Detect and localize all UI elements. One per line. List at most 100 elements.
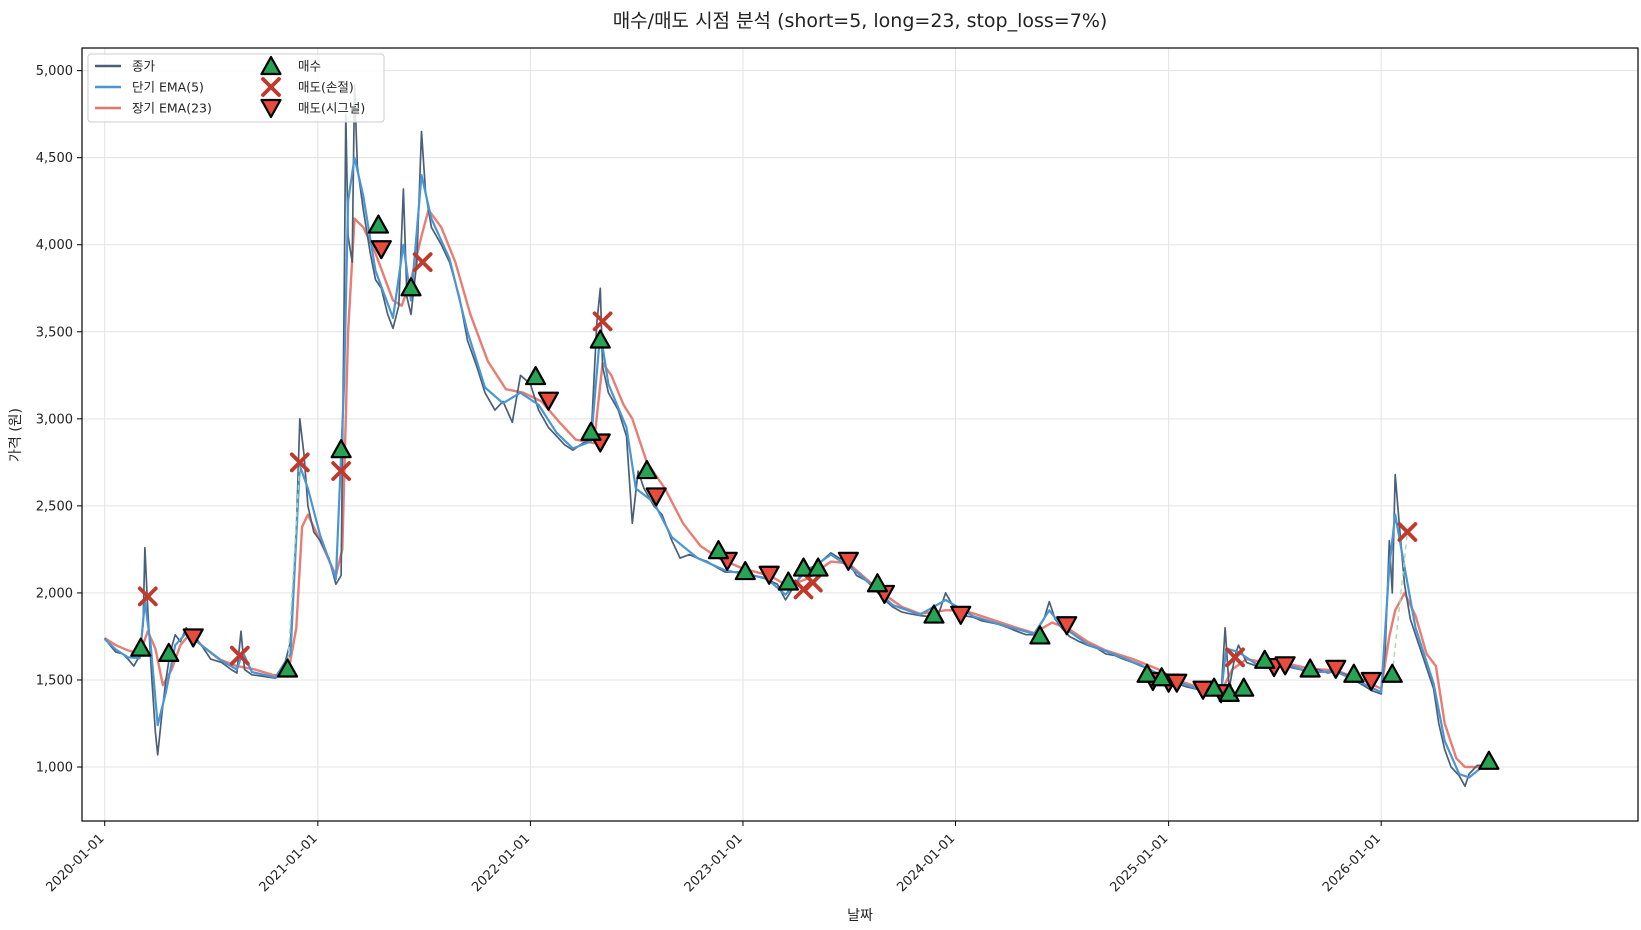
sell-stop-stroke bbox=[412, 252, 433, 273]
legend-item: 매수 bbox=[260, 55, 321, 76]
buy-marker bbox=[330, 439, 352, 459]
buy-marker bbox=[1136, 663, 1158, 683]
sell-signal-marker bbox=[1360, 671, 1382, 692]
buy-marker bbox=[792, 557, 815, 577]
grid bbox=[82, 48, 1638, 821]
y-axis: 1,000 1,500 2,000 2,500 3,000 3,500 4,000 4,500… bbox=[36, 64, 82, 776]
legend-swatch bbox=[260, 55, 282, 76]
buy-marker bbox=[1254, 649, 1276, 669]
sell-stop-stroke bbox=[802, 572, 823, 593]
y-axis-label: 가격 (원) bbox=[8, 408, 24, 462]
sell-stop-stroke bbox=[261, 77, 281, 97]
legend-box bbox=[87, 53, 385, 123]
legend-swatch bbox=[261, 77, 281, 97]
sell-stop-marker bbox=[412, 252, 433, 273]
sell-signal-marker bbox=[1056, 616, 1078, 636]
buy-marker bbox=[1343, 663, 1365, 683]
sell-stop-stroke bbox=[331, 461, 352, 481]
sell-signal-marker bbox=[1274, 656, 1296, 676]
buy-marker bbox=[1151, 667, 1173, 687]
legend-label: 단기 EMA(5) bbox=[132, 80, 204, 95]
sell-stop-stroke bbox=[592, 311, 613, 332]
sell-signal-marker bbox=[758, 565, 780, 585]
buy-marker bbox=[1381, 663, 1403, 683]
y-tick-label: 4,500 bbox=[36, 151, 73, 166]
sell-stop-marker bbox=[229, 645, 250, 666]
y-tick-label: 5,000 bbox=[36, 64, 73, 79]
sell-signal-marker bbox=[1325, 659, 1347, 679]
buy-marker bbox=[636, 459, 658, 480]
x-tick-label: 2020-01-01 bbox=[44, 831, 108, 895]
buy-marker bbox=[525, 365, 547, 386]
buy-marker bbox=[400, 277, 422, 297]
legend-swatch bbox=[260, 98, 282, 119]
legend-label: 매도(손절) bbox=[298, 80, 354, 95]
x-tick-label: 2023-01-01 bbox=[682, 831, 746, 895]
sell-stop-marker bbox=[289, 452, 310, 473]
sell-stop-stroke bbox=[137, 586, 158, 607]
legend-label: 장기 EMA(23) bbox=[132, 101, 212, 116]
legend-label: 종가 bbox=[132, 59, 156, 74]
legend-item: 매도(손절) bbox=[261, 77, 354, 97]
y-tick-label: 2,000 bbox=[36, 586, 73, 601]
legend-item: 종가 bbox=[95, 59, 156, 74]
sell-stop-marker bbox=[137, 586, 158, 607]
marker-layer bbox=[130, 214, 1500, 770]
x-axis-label: 날짜 bbox=[847, 908, 873, 924]
legend-label: 매도(시그널) bbox=[298, 101, 365, 116]
buy-marker bbox=[807, 557, 829, 577]
y-tick-label: 3,500 bbox=[36, 325, 73, 340]
hold-link bbox=[286, 462, 301, 670]
x-tick-label: 2025-01-01 bbox=[1107, 831, 1171, 895]
sell-stop-stroke bbox=[289, 452, 310, 473]
sell-stop-marker bbox=[331, 461, 352, 481]
buy-marker bbox=[367, 214, 390, 234]
sell-signal-marker bbox=[950, 605, 972, 625]
buy-marker bbox=[734, 560, 756, 581]
sell-stop-marker bbox=[1397, 522, 1418, 542]
legend-item: 매도(시그널) bbox=[260, 98, 365, 119]
buy-marker bbox=[1299, 658, 1321, 678]
y-tick-label: 4,000 bbox=[36, 238, 73, 253]
buy-marker bbox=[707, 540, 730, 560]
buy-marker bbox=[1478, 750, 1500, 770]
x-tick-label: 2021-01-01 bbox=[257, 831, 321, 895]
series-layer bbox=[103, 83, 1484, 788]
legend-item: 장기 EMA(23) bbox=[95, 101, 212, 116]
buy-marker bbox=[158, 642, 180, 662]
buy-marker bbox=[276, 658, 299, 678]
series-line-ema-short bbox=[103, 156, 1484, 779]
legend-label: 매수 bbox=[298, 59, 321, 74]
buy-marker bbox=[1233, 677, 1255, 697]
buy-marker bbox=[866, 573, 889, 593]
series-line-close bbox=[104, 83, 1484, 788]
buy-marker bbox=[589, 329, 611, 349]
sell-stop-marker bbox=[1225, 647, 1245, 668]
buy-marker bbox=[777, 571, 799, 591]
x-tick-label: 2026-01-01 bbox=[1320, 831, 1384, 895]
sell-stop-marker bbox=[802, 572, 823, 593]
x-tick-label: 2024-01-01 bbox=[894, 831, 958, 895]
buy-marker bbox=[1029, 625, 1051, 645]
x-axis: 2020-01-01 2021-01-01 2022-01-01 2023-01-01… bbox=[44, 821, 1384, 895]
y-tick-label: 1,500 bbox=[36, 673, 73, 688]
y-tick-label: 2,500 bbox=[36, 499, 73, 514]
y-tick-label: 3,000 bbox=[36, 412, 73, 427]
buy-marker bbox=[580, 421, 602, 441]
sell-stop-stroke bbox=[1397, 522, 1418, 542]
buy-marker bbox=[923, 604, 945, 624]
sell-signal-marker bbox=[182, 628, 204, 648]
buy-marker bbox=[130, 637, 152, 657]
sell-stop-stroke bbox=[229, 645, 250, 666]
chart-title: 매수/매도 시점 분석 (short=5, long=23, stop_loss… bbox=[613, 10, 1108, 32]
y-tick-label: 1,000 bbox=[36, 761, 73, 776]
sell-signal-marker bbox=[837, 551, 859, 571]
sell-stop-stroke bbox=[1225, 647, 1245, 668]
sell-signal-marker bbox=[645, 487, 667, 507]
legend-item: 단기 EMA(5) bbox=[95, 80, 204, 95]
sell-signal-marker bbox=[1166, 673, 1188, 693]
buy-marker bbox=[1203, 677, 1225, 697]
hold-link bbox=[1391, 531, 1409, 675]
series-line-ema-long bbox=[104, 208, 1484, 769]
